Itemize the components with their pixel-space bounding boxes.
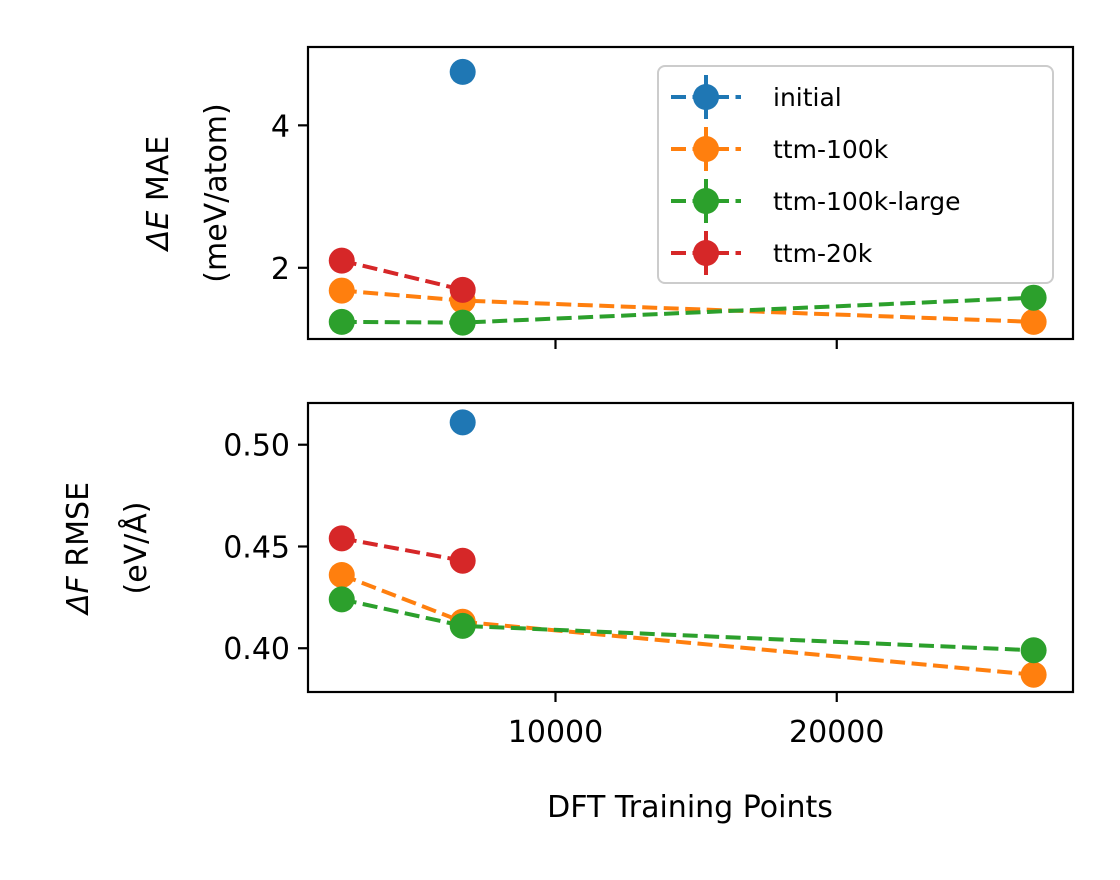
legend-marker-initial <box>693 84 719 110</box>
bottom-ytick-label: 0.50 <box>223 429 290 464</box>
top-point-ttm-100k-large <box>449 309 476 336</box>
legend: initial ttm-100k ttm-100k-large ttm-20k <box>657 65 1054 284</box>
bottom-plot-frame <box>306 401 1075 694</box>
bottom-ylabel-symbol: ΔF <box>61 576 96 617</box>
top-point-ttm-20k <box>328 247 355 274</box>
top-point-initial <box>449 58 476 85</box>
top-plot-frame <box>306 45 1075 341</box>
bottom-point-ttm-100k <box>1020 661 1047 688</box>
bottom-xtick-label: 10000 <box>508 715 603 750</box>
legend-label-initial: initial <box>773 83 842 112</box>
top-point-ttm-100k <box>1020 308 1047 335</box>
bottom-ytick-label: 0.40 <box>223 632 290 667</box>
top-point-ttm-20k <box>449 276 476 303</box>
top-ytick-label: 4 <box>271 109 290 144</box>
bottom-ylabel-line1: ΔF RMSE <box>61 482 96 616</box>
legend-label-ttm-20k: ttm-20k <box>773 239 873 268</box>
legend-marker-ttm-100k-large <box>693 188 719 214</box>
bottom-point-ttm-100k-large <box>328 586 355 613</box>
x-axis-label: DFT Training Points <box>547 790 833 825</box>
bottom-series-layer <box>328 409 1047 688</box>
top-point-ttm-100k-large <box>328 308 355 335</box>
panel-top: 24 ΔE MAE (meV/atom) initialttm-100kttm-… <box>141 45 1075 349</box>
bottom-ylabel-line2: (eV/Å) <box>118 501 154 594</box>
bottom-ytick-label: 0.45 <box>223 530 290 565</box>
top-ylabel-symbol: ΔE <box>141 211 176 253</box>
top-series-layer <box>328 58 1047 336</box>
top-point-ttm-100k-large <box>1020 284 1047 311</box>
top-point-ttm-100k <box>328 277 355 304</box>
bottom-point-ttm-100k-large <box>449 612 476 639</box>
legend-marker-ttm-100k <box>693 136 719 162</box>
top-ticks-layer: 24 <box>271 109 838 349</box>
bottom-point-ttm-100k <box>328 561 355 588</box>
panel-bottom: 0.40 0.45 0.50 10000 20000 ΔF RMSE (eV/Å) DF… <box>61 401 1075 825</box>
legend-label-ttm-100k-large: ttm-100k-large <box>773 187 961 216</box>
bottom-xtick-label: 20000 <box>789 715 884 750</box>
legend-marker-ttm-20k <box>693 240 719 266</box>
bottom-point-ttm-20k <box>328 525 355 552</box>
bottom-series-line-ttm-100k-large <box>341 597 1034 653</box>
bottom-ylabel-text: RMSE <box>61 482 96 567</box>
top-ytick-label: 2 <box>271 252 290 287</box>
bottom-ticks-layer: 0.40 0.45 0.50 10000 20000 <box>223 429 884 750</box>
legend-box <box>657 65 1054 284</box>
top-ylabel-text: MAE <box>141 136 176 201</box>
top-ylabel-line1: ΔE MAE <box>141 136 176 252</box>
top-ylabel-line2: (meV/atom) <box>199 103 234 282</box>
bottom-point-ttm-20k <box>449 547 476 574</box>
legend-label-ttm-100k: ttm-100k <box>773 135 889 164</box>
bottom-point-ttm-100k-large <box>1020 637 1047 664</box>
bottom-point-initial <box>449 409 476 436</box>
legend-entries: initial ttm-100k ttm-100k-large ttm-20k <box>671 75 961 275</box>
